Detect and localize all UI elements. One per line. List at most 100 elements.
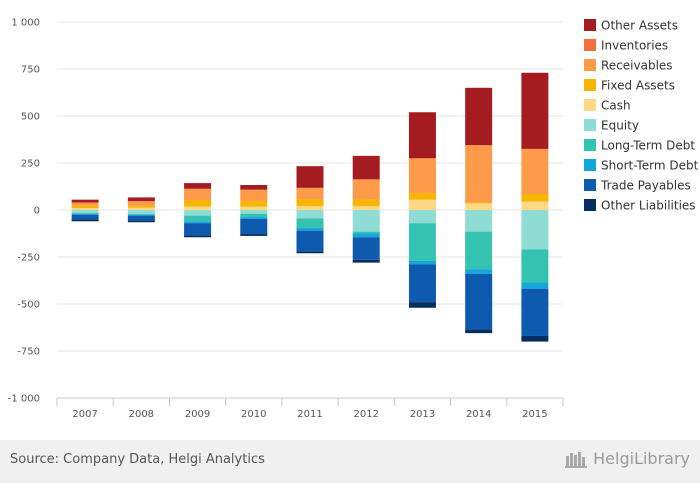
bar-segment-fixed-assets [184,200,212,207]
bar-segment-trade-payables [408,264,436,303]
bar-segment-cash [71,208,99,210]
bar-segment-cash [127,207,155,210]
bar-segment-other-assets [240,184,268,190]
bar-segment-fixed-assets [408,193,436,200]
bar-segment-other-liabilities [127,220,155,223]
y-tick-label: -750 [17,347,40,358]
bar-segment-other-liabilities [240,234,268,236]
x-tick-label: 2014 [466,409,491,420]
bar-segment-long-term-debt [127,213,155,215]
bar-segment-short-term-debt [521,282,549,289]
bar-segment-short-term-debt [465,269,493,274]
bar-segment-fixed-assets [296,199,324,207]
legend-label: Other Liabilities [601,199,696,213]
bar-segment-trade-payables [296,230,324,252]
bar-segment-receivables [296,187,324,200]
bar-segment-cash [465,203,493,210]
bar-segment-fixed-assets [127,205,155,208]
bar-segment-receivables [521,148,549,195]
bar-segment-long-term-debt [465,231,493,270]
legend-label: Inventories [601,39,668,53]
bar-segment-other-assets [521,72,549,149]
bar-segment-equity [408,210,436,224]
bars [71,72,549,342]
bar-segment-other-liabilities [465,329,493,334]
x-tick-label: 2012 [353,409,378,420]
bar-segment-trade-payables [465,273,493,330]
y-tick-label: -250 [17,253,40,264]
bar-segment-short-term-debt [127,214,155,216]
bar-segment-long-term-debt [184,215,212,222]
bar-segment-other-assets [184,183,212,189]
bar-segment-receivables [352,179,380,200]
bar-segment-trade-payables [184,223,212,236]
y-tick-label: 500 [21,112,40,123]
bar-segment-other-assets [352,155,380,180]
bar-segment-receivables [127,201,155,206]
bar-segment-short-term-debt [71,213,99,215]
x-tick-label: 2010 [241,409,266,420]
y-tick-label: 750 [21,65,40,76]
bar-segment-long-term-debt [296,218,324,228]
y-tick-label: 250 [21,159,40,170]
bar-segment-long-term-debt [71,212,99,214]
bar-segment-receivables [465,145,493,203]
x-axis [56,397,564,406]
bar-segment-other-assets [127,197,155,202]
bar-segment-other-liabilities [71,219,99,222]
x-tick-label: 2013 [410,409,435,420]
bar-segment-trade-payables [127,215,155,221]
bar-segment-trade-payables [352,237,380,260]
bar-segment-short-term-debt [352,233,380,238]
bar-segment-cash [184,206,212,210]
x-axis-ticks: 2007 2008 2009 2010 2011 2012 2013 2014 2015 [72,409,547,420]
bar-segment-equity [127,210,155,214]
x-tick-label: 2015 [522,409,547,420]
bar-segment-fixed-assets [352,199,380,207]
bar-segment-equity [465,210,493,232]
bar-segment-other-assets [465,87,493,146]
bar-segment-other-liabilities [521,335,549,342]
x-tick-label: 2009 [185,409,210,420]
legend-label: Short-Term Debt [601,159,699,173]
legend-swatch [584,179,596,191]
bar-segment-trade-payables [71,214,99,220]
bar-segment-long-term-debt [240,213,268,218]
library-icon [565,451,588,468]
legend-swatch [584,159,596,171]
bar-segment-short-term-debt [184,221,212,224]
bar-segment-equity [71,210,99,213]
bar-segment-receivables [408,158,436,194]
bar-segment-short-term-debt [296,227,324,231]
brand-logo: HelgiLibrary [565,449,690,468]
bar-segment-other-assets [296,166,324,188]
bar-segment-receivables [184,188,212,201]
legend-swatch [584,39,596,51]
bar-segment-trade-payables [240,219,268,235]
legend-swatch [584,139,596,151]
bar-segment-fixed-assets [465,202,493,204]
bar-segment-other-liabilities [408,302,436,308]
bar-segment-equity [296,210,324,219]
legend-swatch [584,79,596,91]
bar-segment-receivables [71,202,99,206]
bar-segment-short-term-debt [408,260,436,265]
bar-segment-equity [521,210,549,250]
bar-segment-other-assets [408,112,436,159]
bar-segment-equity [184,210,212,216]
y-tick-label: 1 000 [11,18,40,29]
legend-label: Equity [601,119,639,133]
footer: Source: Company Data, Helgi Analytics He… [0,440,700,483]
legend-label: Other Assets [601,19,678,33]
bar-segment-cash [408,199,436,210]
legend-label: Long-Term Debt [601,139,695,153]
brand-name: HelgiLibrary [593,449,690,468]
bar-segment-other-liabilities [184,235,212,238]
legend-swatch [584,119,596,131]
y-tick-label: 0 [34,206,40,217]
legend-swatch [584,199,596,211]
x-tick-label: 2008 [129,409,154,420]
bar-segment-receivables [240,189,268,201]
bar-segment-long-term-debt [408,223,436,261]
y-tick-label: -1 000 [8,394,40,405]
